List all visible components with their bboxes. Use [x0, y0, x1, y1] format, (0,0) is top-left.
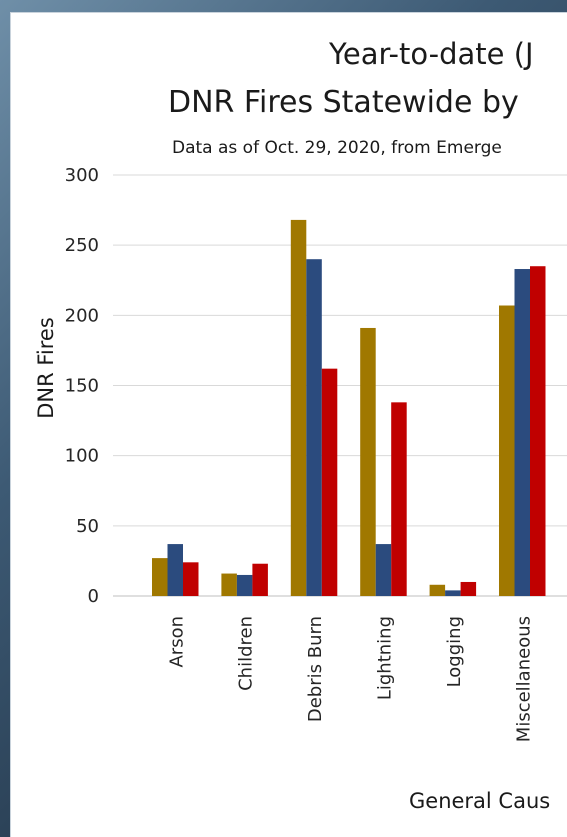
bar-chart: 0 50 100 150 200 250 300 Arson Children Debris B… [34, 37, 567, 813]
bar-debris-burn-series-3 [321, 368, 338, 596]
bar-logging-series-1 [429, 584, 446, 596]
bar-children-series-1 [221, 573, 237, 596]
y-tick-label: 50 [76, 516, 99, 537]
gridlines [113, 174, 567, 597]
bar-arson-series-2 [167, 544, 183, 596]
bar-lightning-series-2 [375, 544, 392, 596]
bar-debris-burn-series-1 [290, 219, 307, 596]
x-axis-label: General Caus [409, 789, 550, 813]
bar-logging-series-3 [460, 581, 477, 596]
y-tick-label: 300 [65, 165, 99, 186]
bar-children-series-2 [236, 574, 253, 596]
bar-arson-series-1 [152, 558, 168, 596]
bar-children-series-3 [252, 563, 268, 596]
x-axis-categories: Arson Children Debris Burn Lightning Logging… [166, 616, 534, 742]
bar-lightning-series-3 [391, 402, 407, 596]
bar-miscellaneous-series-1 [499, 305, 515, 596]
x-category-label: Logging [444, 616, 465, 687]
y-tick-label: 0 [88, 586, 99, 607]
bar-arson-series-3 [183, 562, 199, 596]
bar-miscellaneous-series-3 [530, 266, 546, 596]
y-tick-label: 250 [65, 235, 99, 256]
bar-logging-series-2 [445, 590, 461, 596]
y-tick-label: 200 [65, 305, 99, 326]
bars [152, 219, 546, 596]
y-tick-label: 100 [65, 446, 99, 467]
chart-title: Year-to-date (J [328, 37, 534, 71]
x-category-label: Debris Burn [305, 616, 326, 722]
chart-subtitle: DNR Fires Statewide by [168, 85, 519, 120]
bar-debris-burn-series-2 [306, 259, 322, 596]
y-tick-label: 150 [65, 376, 99, 397]
x-category-label: Miscellaneous [513, 616, 534, 742]
x-category-label: Arson [166, 616, 187, 668]
bar-miscellaneous-series-2 [514, 269, 530, 596]
x-category-label: Lightning [374, 616, 395, 700]
chart-panel: 0 50 100 150 200 250 300 Arson Children Debris B… [10, 12, 567, 837]
y-axis-ticks: 0 50 100 150 200 250 300 [65, 165, 99, 607]
chart-note: Data as of Oct. 29, 2020, from Emerge [172, 138, 502, 158]
x-category-label: Children [236, 616, 257, 691]
bar-lightning-series-1 [360, 327, 376, 596]
y-axis-label: DNR Fires [34, 317, 58, 419]
